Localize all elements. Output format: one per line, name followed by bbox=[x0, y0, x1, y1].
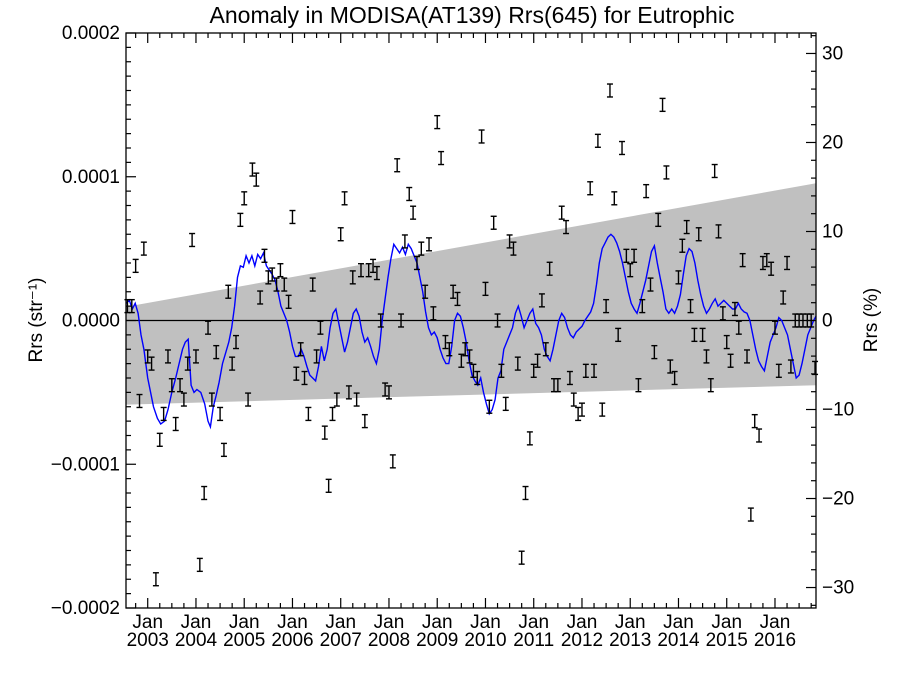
y-tick-label: −0.0002 bbox=[51, 598, 120, 619]
error-bar-point-157 bbox=[756, 429, 762, 442]
y-axis-label: Rrs (str⁻¹) bbox=[26, 278, 47, 363]
x-tick-year-label: 2009 bbox=[416, 630, 458, 651]
error-bar-point-50 bbox=[326, 479, 332, 492]
error-bar-point-112 bbox=[575, 407, 581, 420]
error-bar-point-24 bbox=[221, 443, 227, 456]
error-bar-point-155 bbox=[748, 508, 754, 521]
error-bar-point-12 bbox=[173, 418, 179, 431]
error-bar-point-70 bbox=[406, 188, 412, 201]
error-bar-point-38 bbox=[277, 264, 283, 277]
error-bar-point-31 bbox=[249, 163, 255, 176]
y2-tick-label: 0 bbox=[822, 311, 833, 332]
error-bar-point-100 bbox=[527, 432, 533, 445]
error-bar-point-156 bbox=[752, 415, 758, 428]
error-bar-point-88 bbox=[479, 130, 485, 143]
x-tick-year-label: 2005 bbox=[223, 630, 265, 651]
x-tick-year-label: 2008 bbox=[368, 630, 410, 651]
y2-tick-label: 30 bbox=[822, 43, 843, 64]
error-bar-point-108 bbox=[559, 206, 565, 219]
error-bar-point-18 bbox=[197, 558, 203, 571]
error-bar-point-28 bbox=[237, 213, 243, 226]
x-tick-year-label: 2004 bbox=[175, 630, 218, 651]
error-bar-point-117 bbox=[595, 134, 601, 147]
error-bar-point-118 bbox=[599, 403, 605, 416]
x-tick-year-label: 2011 bbox=[513, 630, 554, 651]
error-bar-point-134 bbox=[663, 166, 669, 179]
error-bar-point-99 bbox=[523, 487, 529, 500]
error-bar-point-67 bbox=[394, 159, 400, 172]
x-tick-year-label: 2006 bbox=[271, 630, 313, 651]
error-bar-point-123 bbox=[619, 142, 625, 155]
error-bar-point-133 bbox=[660, 98, 666, 111]
y2-tick-label: 20 bbox=[822, 132, 843, 153]
error-bar-point-69 bbox=[402, 235, 408, 248]
error-bar-point-78 bbox=[438, 152, 444, 165]
error-bar-point-4 bbox=[141, 242, 147, 255]
anomaly-chart: Anomaly in MODISA(AT139) Rrs(645) for Eu… bbox=[0, 0, 900, 675]
x-tick-year-label: 2007 bbox=[320, 630, 362, 651]
error-bar-point-73 bbox=[418, 242, 424, 255]
y-tick-label: 0.0001 bbox=[62, 167, 120, 188]
error-bar-point-23 bbox=[217, 407, 223, 420]
error-bar-point-32 bbox=[253, 173, 259, 186]
x-tick-year-label: 2016 bbox=[754, 630, 796, 651]
error-bar-point-53 bbox=[338, 228, 344, 241]
y-tick-label: 0.0000 bbox=[62, 311, 120, 332]
error-bar-point-71 bbox=[410, 206, 416, 219]
error-bar-point-146 bbox=[712, 165, 718, 178]
error-bar-point-16 bbox=[189, 234, 195, 247]
error-bar-point-98 bbox=[519, 551, 525, 564]
error-bar-point-2 bbox=[133, 259, 139, 272]
error-bar-point-54 bbox=[342, 192, 348, 205]
y2-tick-label: −20 bbox=[822, 489, 854, 510]
y2-tick-label: 10 bbox=[822, 221, 843, 242]
y-tick-label: 0.0002 bbox=[62, 23, 120, 44]
x-tick-year-label: 2012 bbox=[561, 630, 603, 651]
error-bar-point-75 bbox=[426, 238, 432, 251]
error-bar-point-91 bbox=[491, 216, 497, 229]
error-bar-point-59 bbox=[362, 415, 368, 428]
y2-tick-label: −10 bbox=[822, 400, 854, 421]
x-tick-year-label: 2010 bbox=[464, 630, 506, 651]
error-bar-point-51 bbox=[330, 407, 336, 420]
error-bar-point-8 bbox=[157, 433, 163, 446]
error-bar-point-45 bbox=[305, 407, 311, 420]
error-bar-point-121 bbox=[611, 192, 617, 205]
x-tick-year-label: 2003 bbox=[127, 630, 169, 651]
error-bar-point-115 bbox=[587, 182, 593, 195]
error-bar-point-7 bbox=[153, 573, 159, 586]
x-tick-year-label: 2015 bbox=[706, 630, 748, 651]
y-tick-label: −0.0001 bbox=[51, 454, 120, 475]
error-bar-point-29 bbox=[241, 192, 247, 205]
error-bar-point-77 bbox=[434, 116, 440, 129]
x-tick-year-label: 2014 bbox=[657, 630, 700, 651]
error-bar-point-41 bbox=[289, 211, 295, 224]
error-bar-point-94 bbox=[503, 397, 509, 410]
error-bar-point-111 bbox=[571, 393, 577, 406]
error-bar-point-19 bbox=[201, 487, 207, 500]
error-bar-point-129 bbox=[643, 185, 649, 198]
error-bar-point-49 bbox=[322, 426, 328, 439]
error-bar-point-120 bbox=[607, 84, 613, 97]
error-bar-point-66 bbox=[390, 455, 396, 468]
y2-tick-label: −30 bbox=[822, 578, 854, 599]
error-bar-point-113 bbox=[579, 403, 585, 416]
x-tick-year-label: 2013 bbox=[609, 630, 651, 651]
y2-axis-label: Rrs (%) bbox=[861, 288, 882, 352]
chart-title: Anomaly in MODISA(AT139) Rrs(645) for Eu… bbox=[210, 2, 735, 28]
